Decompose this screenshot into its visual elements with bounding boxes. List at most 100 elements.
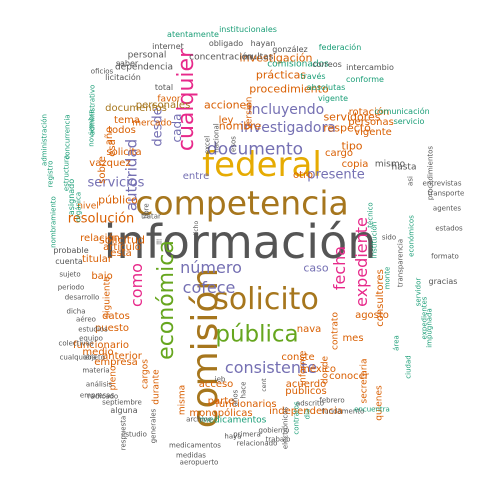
cloud-word: esta	[110, 248, 132, 259]
cloud-word: artículo	[103, 242, 141, 253]
cloud-word: medicamentos	[169, 441, 221, 450]
cloud-word: libre	[142, 203, 151, 219]
cloud-word: secretaria	[359, 358, 370, 404]
cloud-word: contrato	[330, 312, 341, 350]
cloud-word: servidores	[323, 110, 381, 124]
cloud-word: materia	[82, 366, 110, 375]
cloud-word: bajo	[91, 271, 113, 282]
cloud-word: nacional	[212, 123, 221, 153]
cloud-word: relación	[80, 233, 120, 244]
cloud-word: nava	[296, 324, 322, 335]
cloud-word: resolución	[67, 211, 135, 227]
cloud-word: todos	[108, 125, 136, 136]
cloud-word: procedimientos	[426, 145, 435, 201]
cloud-word: sido	[381, 233, 397, 242]
cloud-word: periodo	[57, 283, 85, 292]
cloud-word: investigación	[239, 51, 313, 65]
cloud-word: mes	[342, 333, 364, 344]
cloud-word: área	[392, 335, 401, 351]
cloud-word: monopólicas	[189, 408, 253, 419]
cloud-word: encuentra	[354, 405, 390, 414]
cloud-word: respecto	[323, 121, 371, 135]
cloud-word: documento	[206, 139, 304, 160]
cloud-word: través	[300, 72, 326, 81]
cloud-word: públicos	[285, 386, 327, 397]
cloud-word: institución	[370, 221, 379, 259]
cloud-word: impugnada	[425, 308, 434, 348]
cloud-word: cada	[170, 113, 184, 143]
cloud-word: transporte	[427, 189, 465, 198]
cloud-word: agentes	[432, 204, 462, 213]
cloud-word: caso	[303, 261, 329, 275]
cloud-word: radicado	[87, 392, 119, 401]
cloud-word: excel	[203, 135, 212, 155]
cloud-word: funcionario	[72, 340, 130, 351]
cloud-word: pública	[215, 321, 299, 348]
cloud-word: procedimiento	[249, 82, 329, 96]
cloud-word: número	[180, 258, 242, 277]
cloud-word: informe	[298, 350, 309, 386]
cloud-word: servicios	[87, 175, 145, 191]
cloud-word: multas	[242, 52, 274, 63]
cloud-word: funcionarios	[215, 399, 277, 410]
cloud-word: cofece	[182, 278, 236, 297]
cloud-word: público	[98, 193, 138, 207]
cloud-word: atentamente	[167, 30, 219, 39]
cloud-word: noviembre	[87, 109, 96, 147]
cloud-word: entre	[182, 171, 210, 182]
cloud-word: fundamento	[321, 407, 365, 416]
cloud-word: méxico	[299, 364, 337, 375]
cloud-word: probable	[53, 246, 89, 255]
cloud-word: durante	[151, 369, 162, 405]
cloud-word: hace	[239, 381, 248, 399]
cloud-word: sobre	[97, 156, 108, 184]
cloud-word: asi	[406, 176, 415, 186]
cloud-word: quienes	[374, 385, 385, 421]
cloud-word: empresa	[94, 357, 138, 368]
cloud-word: esos	[229, 136, 238, 152]
cloud-word: aeropuerto	[179, 458, 219, 467]
cloud-word: relacionado	[236, 439, 278, 448]
cloud-word: incluyendo	[247, 102, 325, 118]
cloud-word: rotación	[348, 107, 390, 118]
cloud-word: análisis	[85, 380, 113, 389]
cloud-word: misma	[177, 384, 188, 416]
cloud-word: puesto	[94, 323, 130, 334]
cloud-word: años	[231, 389, 240, 407]
cloud-word: tratar	[141, 212, 161, 221]
cloud-word: información	[103, 215, 377, 269]
cloud-word: investigadora	[240, 120, 336, 136]
cloud-word: vazquez	[89, 158, 131, 169]
cloud-word: institucionales	[219, 25, 277, 34]
cloud-word: mercado	[132, 118, 172, 129]
cloud-word: cent	[261, 378, 268, 392]
cloud-word: parte	[207, 396, 235, 407]
cloud-word: conforme	[346, 75, 384, 84]
cloud-word: expediente	[352, 217, 371, 307]
cloud-word: absolutas	[306, 83, 346, 92]
cloud-word: dependencia	[114, 62, 174, 73]
cloud-word: federal	[202, 145, 322, 185]
cloud-word: nivel	[77, 201, 99, 212]
cloud-word: sujeto	[59, 270, 81, 279]
cloud-word: documentos	[105, 103, 167, 114]
cloud-word: archivo	[186, 415, 212, 424]
cloud-word: correos	[312, 60, 342, 69]
cloud-word: gracias	[428, 277, 458, 286]
cloud-word: primera	[233, 430, 261, 439]
cloud-word: solicita	[106, 147, 142, 158]
cloud-word: oficios	[90, 67, 114, 76]
cloud-word: nombramiento	[49, 196, 58, 248]
cloud-word: anterior	[102, 351, 142, 362]
cloud-word: tema	[114, 115, 140, 126]
cloud-word: orgánica	[74, 191, 83, 223]
cloud-word: septiembre	[102, 398, 142, 407]
cloud-word: estudios	[78, 325, 108, 334]
cloud-word: acuerdo	[285, 379, 327, 390]
cloud-word: personales	[135, 100, 191, 111]
cloud-word: económicos	[407, 215, 416, 257]
cloud-word: otro	[292, 170, 314, 181]
cloud-word: generales	[149, 408, 158, 444]
cloud-word: como	[127, 263, 146, 307]
cloud-word: intercambio	[346, 63, 394, 72]
